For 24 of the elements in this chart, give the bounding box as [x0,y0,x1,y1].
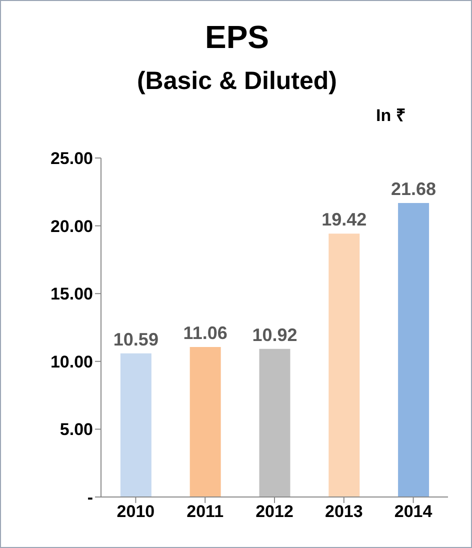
chart-title: EPS [204,19,270,56]
x-tick-label: 2010 [116,502,155,522]
data-label: 21.68 [391,179,436,200]
bar [328,234,360,497]
y-tick-label: 15.00 [50,284,93,304]
x-tick-label: 2011 [186,502,224,522]
y-tick-label: 10.00 [50,352,93,372]
x-tick-label: 2012 [256,502,294,522]
bar [190,347,221,497]
y-tick-label: 20.00 [50,216,93,236]
data-label: 10.59 [113,329,158,350]
data-label: 11.06 [183,323,228,344]
x-tick-label: 2013 [324,502,363,522]
chart-subtitle: (Basic & Diluted) [136,67,338,96]
bar [120,353,152,497]
text: In ₹ [376,105,406,126]
bar [398,203,430,497]
y-tick-label: 5.00 [60,420,93,440]
y-tick-label: 25.00 [50,149,93,168]
data-label: 19.42 [322,210,367,230]
data-label: 10.92 [252,324,298,345]
y-tick-label: - [87,488,93,508]
x-tick-label: 2014 [394,502,433,522]
bar [259,348,290,497]
